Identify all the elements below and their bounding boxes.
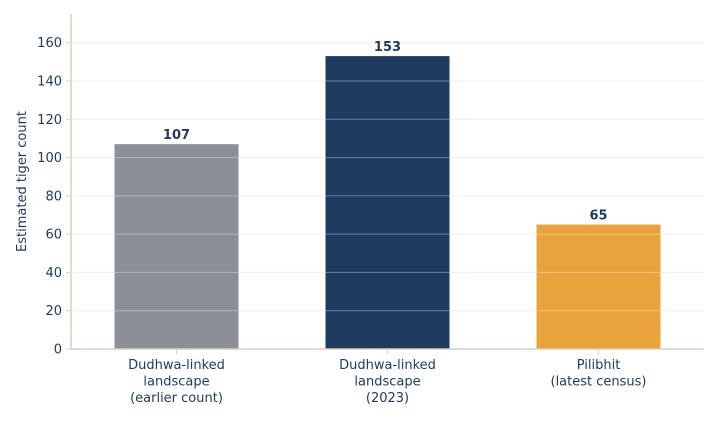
x-tick-label-line: landscape: [354, 375, 420, 390]
y-axis-label: Estimated tiger count: [15, 111, 30, 252]
x-tick-label: Dudhwa-linked landscape (2023): [339, 358, 436, 406]
x-tick-label: Pilibhit (latest census): [551, 358, 647, 390]
grid-overlay: [71, 42, 704, 312]
y-tick-labels: 0 20 40 60 80 100 120 140 160: [37, 36, 71, 358]
y-tick-label: 40: [45, 266, 62, 281]
x-tick-label-line: (latest census): [551, 375, 647, 390]
x-tick-label-line: (earlier count): [130, 391, 223, 406]
x-tick-label-line: landscape: [143, 375, 209, 390]
y-tick-label: 120: [37, 113, 62, 128]
y-tick-label: 20: [45, 304, 62, 319]
data-label: 107: [163, 128, 190, 143]
bars: [114, 56, 661, 349]
data-label: 65: [589, 209, 607, 224]
x-tick-label-line: Dudhwa-linked: [339, 358, 436, 373]
y-tick-label: 80: [45, 189, 62, 204]
x-tick-label: Dudhwa-linked landscape (earlier count): [128, 358, 225, 406]
y-tick-label: 0: [54, 343, 62, 358]
data-label: 153: [374, 40, 401, 55]
data-labels: 107 153 65: [163, 40, 608, 223]
x-tick-label-line: Dudhwa-linked: [128, 358, 225, 373]
bar: [114, 144, 239, 349]
x-tick-labels: Dudhwa-linked landscape (earlier count)Dud…: [128, 349, 647, 406]
x-tick-label-line: (2023): [366, 391, 409, 406]
y-tick-label: 60: [45, 228, 62, 243]
y-tick-label: 100: [37, 151, 62, 166]
x-tick-label-line: Pilibhit: [577, 358, 621, 373]
y-tick-label: 140: [37, 75, 62, 90]
y-tick-label: 160: [37, 36, 62, 51]
bar: [536, 224, 661, 349]
bar: [325, 56, 450, 349]
